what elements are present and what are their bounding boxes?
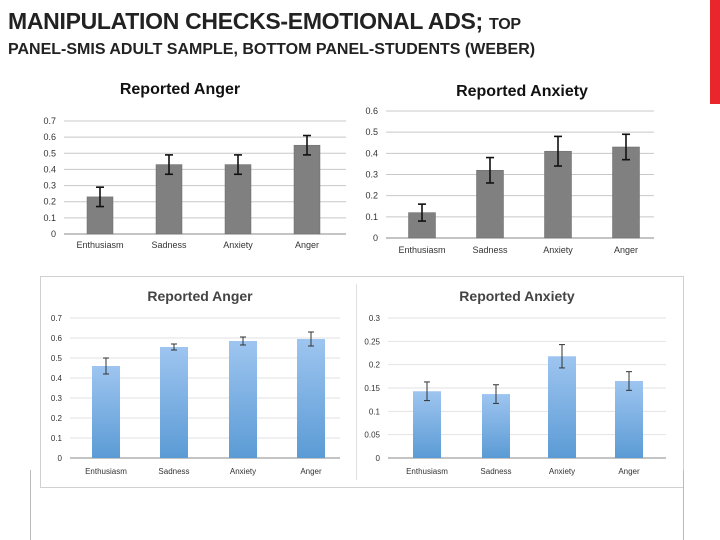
bottom-anger-y-tick-label: 0.4 bbox=[51, 374, 63, 383]
top-anxiety-y-tick-label: 0.4 bbox=[365, 148, 378, 158]
chart-top-anger-svg: Reported Anger 0 0.1 0.2 0.3 0.4 0.5 0.6 0.7 Enth… bbox=[43, 81, 346, 250]
bottom-anger-y-tick-label: 0.7 bbox=[51, 314, 63, 323]
bottom-anger-y-tick-label: 0.1 bbox=[51, 434, 63, 443]
bottom-anxiety-x-tick-label: Anger bbox=[618, 467, 640, 476]
top-anger-x-tick-label: Anxiety bbox=[223, 240, 253, 250]
slide-title: MANIPULATION CHECKS-EMOTIONAL ADS; TOP P… bbox=[8, 8, 698, 59]
top-anxiety-y-tick-label: 0.5 bbox=[365, 127, 378, 137]
bottom-anxiety-x-tick-label: Anxiety bbox=[549, 467, 575, 476]
top-anger-y-tick-label: 0 bbox=[51, 229, 56, 239]
top-anger-y-tick-label: 0.5 bbox=[43, 148, 56, 158]
chart-top-anxiety-svg: Reported Anxiety 0 0.1 0.2 0.3 0.4 0.5 0.6 Enthu… bbox=[365, 83, 654, 255]
bottom-panel-divider bbox=[356, 284, 357, 480]
bottom-anxiety-y-tick-label: 0.05 bbox=[364, 431, 380, 440]
bottom-anger-y-tick-label: 0.3 bbox=[51, 394, 63, 403]
chart-top-anger: Reported Anger 0 0.1 0.2 0.3 0.4 0.5 0.6 0.7 Enth… bbox=[20, 76, 350, 256]
bottom-anger-bar-anger bbox=[297, 339, 325, 458]
top-anger-x-tick-label: Enthusiasm bbox=[76, 240, 123, 250]
top-anger-title: Reported Anger bbox=[120, 81, 240, 98]
top-anxiety-y-tick-label: 0.1 bbox=[365, 212, 378, 222]
chart-top-anxiety: Reported Anxiety 0 0.1 0.2 0.3 0.4 0.5 0.6 Enthu… bbox=[352, 76, 657, 260]
bottom-anxiety-y-tick-label: 0.2 bbox=[369, 361, 381, 370]
bottom-anger-x-tick-label: Enthusiasm bbox=[85, 467, 127, 476]
chart-bottom-anger-svg: Reported Anger 0 0.1 0.2 0.3 0.4 0.5 0.6 0.7 Enth… bbox=[51, 288, 340, 476]
bottom-anxiety-y-tick-label: 0.15 bbox=[364, 384, 380, 393]
subtitle: PANEL-SMIS ADULT SAMPLE, BOTTOM PANEL-ST… bbox=[8, 41, 536, 58]
chart-bottom-anger: Reported Anger 0 0.1 0.2 0.3 0.4 0.5 0.6 0.7 Enth… bbox=[42, 280, 352, 480]
bottom-anger-bar-sadness bbox=[160, 347, 188, 458]
top-anxiety-x-tick-label: Enthusiasm bbox=[398, 245, 445, 255]
bottom-anger-x-tick-label: Anger bbox=[300, 467, 322, 476]
chart-bottom-anxiety-svg: Reported Anxiety 0 0.05 0.1 0.15 0.2 0.25 0.3 En… bbox=[364, 288, 666, 476]
title-main: MANIPULATION CHECKS-EMOTIONAL ADS; bbox=[8, 8, 483, 34]
bottom-anger-bar-enthusiasm bbox=[92, 366, 120, 458]
top-anxiety-y-tick-label: 0.2 bbox=[365, 191, 378, 201]
top-anger-x-tick-label: Anger bbox=[295, 240, 319, 250]
bottom-anger-y-tick-label: 0.6 bbox=[51, 334, 63, 343]
top-anxiety-y-tick-label: 0.6 bbox=[365, 106, 378, 116]
top-anger-y-tick-label: 0.6 bbox=[43, 132, 56, 142]
top-anger-y-tick-label: 0.4 bbox=[43, 164, 56, 174]
bottom-anger-x-tick-label: Anxiety bbox=[230, 467, 256, 476]
top-anxiety-title: Reported Anxiety bbox=[456, 83, 588, 100]
top-anxiety-bar-anger bbox=[612, 146, 640, 239]
lower-frame-lines bbox=[30, 470, 684, 540]
title-tail: TOP bbox=[489, 16, 521, 33]
bottom-anger-bar-anxiety bbox=[229, 341, 257, 458]
bottom-anxiety-bar-anxiety bbox=[548, 356, 576, 458]
top-anger-bar-anxiety bbox=[224, 164, 252, 235]
bottom-anxiety-y-tick-label: 0 bbox=[376, 454, 381, 463]
top-anger-y-tick-label: 0.7 bbox=[43, 116, 56, 126]
bottom-anxiety-y-tick-label: 0.1 bbox=[369, 407, 381, 416]
bottom-anxiety-bar-sadness bbox=[482, 394, 510, 458]
bottom-panel-frame bbox=[40, 276, 684, 488]
bottom-anger-y-tick-label: 0 bbox=[58, 454, 63, 463]
top-anxiety-y-tick-label: 0.3 bbox=[365, 170, 378, 180]
bottom-anxiety-y-tick-label: 0.3 bbox=[369, 314, 381, 323]
title-line-1: MANIPULATION CHECKS-EMOTIONAL ADS; TOP bbox=[8, 8, 698, 35]
top-anger-bar-enthusiasm bbox=[86, 196, 114, 235]
top-anger-bar-anger bbox=[293, 144, 321, 235]
top-anger-y-tick-label: 0.2 bbox=[43, 197, 56, 207]
top-anxiety-y-tick-label: 0 bbox=[373, 233, 378, 243]
bottom-anxiety-title: Reported Anxiety bbox=[459, 288, 575, 304]
bottom-anger-x-tick-label: Sadness bbox=[158, 467, 189, 476]
bottom-anger-y-tick-label: 0.2 bbox=[51, 414, 63, 423]
top-anger-y-tick-label: 0.3 bbox=[43, 181, 56, 191]
bottom-anger-y-tick-label: 0.5 bbox=[51, 354, 63, 363]
bottom-anxiety-x-tick-label: Enthusiasm bbox=[406, 467, 448, 476]
bottom-anxiety-bar-enthusiasm bbox=[413, 391, 441, 458]
chart-bottom-anxiety: Reported Anxiety 0 0.05 0.1 0.15 0.2 0.25 0.3 En… bbox=[360, 280, 680, 480]
top-anxiety-x-tick-label: Anxiety bbox=[543, 245, 573, 255]
red-accent-bar bbox=[710, 0, 720, 104]
top-anger-x-tick-label: Sadness bbox=[151, 240, 187, 250]
top-anxiety-x-tick-label: Sadness bbox=[472, 245, 508, 255]
top-anger-bar-sadness bbox=[155, 164, 183, 235]
bottom-anxiety-y-tick-label: 0.25 bbox=[364, 337, 380, 346]
bottom-anxiety-bar-anger bbox=[615, 381, 643, 458]
top-anger-y-tick-label: 0.1 bbox=[43, 213, 56, 223]
bottom-anxiety-x-tick-label: Sadness bbox=[480, 467, 511, 476]
bottom-anger-title: Reported Anger bbox=[147, 288, 253, 304]
top-anxiety-x-tick-label: Anger bbox=[614, 245, 638, 255]
